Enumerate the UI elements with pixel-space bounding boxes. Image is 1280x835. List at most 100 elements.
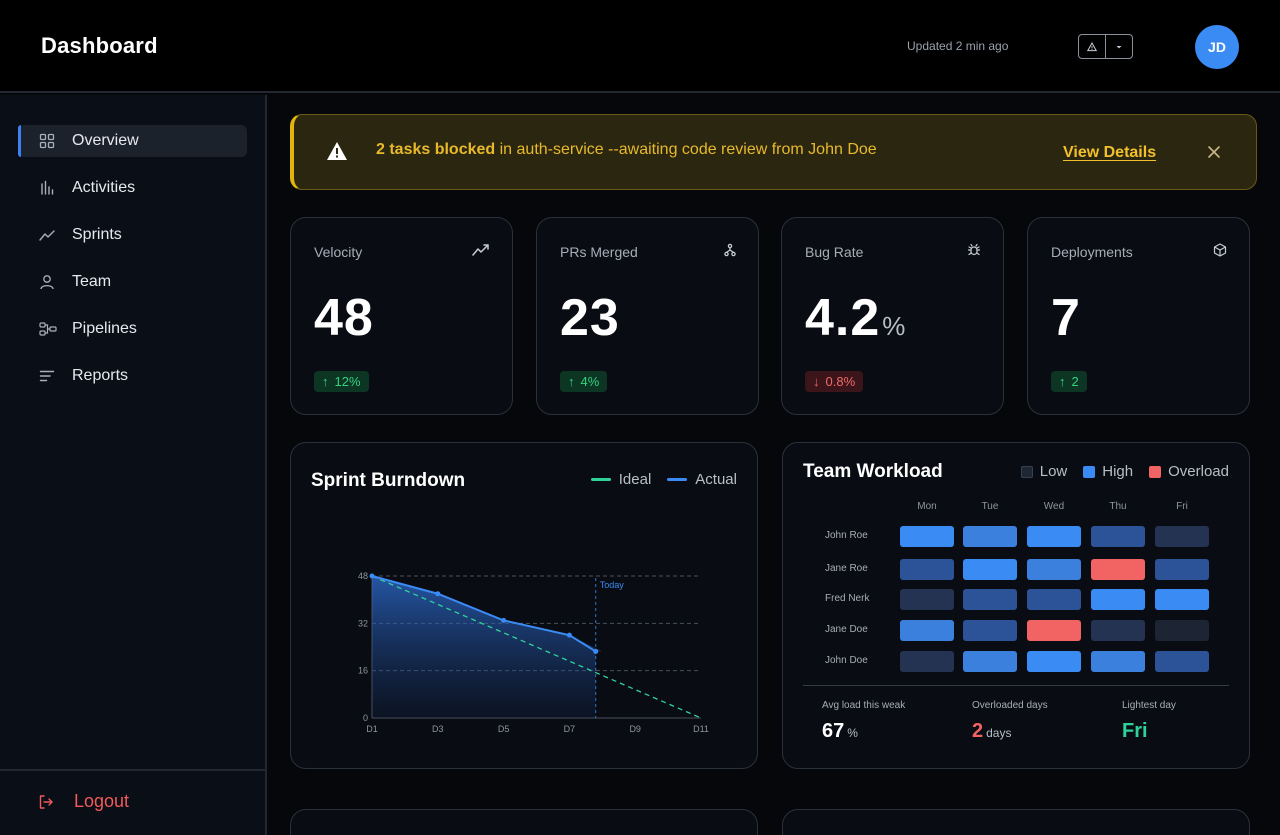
stat-number: 4.2	[805, 289, 881, 347]
legend-swatch	[667, 478, 688, 481]
member-name: John Roe	[825, 530, 868, 541]
workload-cell[interactable]	[1027, 589, 1081, 610]
legend-item-low: Low	[1020, 463, 1068, 480]
day-header: Mon	[917, 501, 937, 512]
member-name: John Doe	[825, 655, 868, 666]
legend-swatch	[590, 478, 611, 481]
stat-unit: %	[882, 311, 907, 341]
sidebar-item-label: Overview	[72, 132, 139, 149]
last-updated-text: Updated 2 min ago	[907, 39, 1009, 53]
workload-cell[interactable]	[963, 526, 1017, 547]
workload-cell[interactable]	[900, 620, 954, 641]
warning-icon[interactable]	[1079, 35, 1105, 58]
workload-title: Team Workload	[803, 461, 943, 482]
view-details-link[interactable]: View Details	[1063, 144, 1157, 161]
workload-cell[interactable]	[1027, 559, 1081, 580]
workload-cell[interactable]	[1091, 559, 1145, 580]
stat-card-velocity: Velocity 48 ↑ 12%	[290, 217, 513, 415]
sidebar-item-sprints[interactable]: Sprints	[18, 219, 247, 251]
bar-chart-icon	[39, 180, 61, 196]
workload-cell[interactable]	[1091, 589, 1145, 610]
stat-number: 48	[314, 289, 374, 347]
workload-cell[interactable]	[1091, 526, 1145, 547]
workload-cell[interactable]	[1091, 620, 1145, 641]
legend-item-actual: Actual	[667, 471, 737, 488]
page-title: Dashboard	[41, 33, 158, 58]
overloaded-days-value: 2 days	[972, 720, 1011, 743]
stat-card-bug-rate: Bug Rate 4.2% ↓ 0.8%	[781, 217, 1004, 415]
alerts-dropdown[interactable]	[1078, 34, 1133, 59]
legend-label: Low	[1039, 463, 1068, 480]
avg-load-value: 67%	[822, 720, 858, 743]
ideal-series-line	[371, 575, 702, 719]
workload-cell[interactable]	[1027, 651, 1081, 672]
stat-card-prs-merged: PRs Merged 23 ↑ 4%	[536, 217, 759, 415]
sidebar-item-label: Sprints	[72, 226, 122, 243]
workload-cell[interactable]	[963, 589, 1017, 610]
top-header: Dashboard Updated 2 min ago JD	[0, 0, 1280, 93]
today-label: Today	[600, 580, 625, 590]
workload-cell[interactable]	[900, 651, 954, 672]
workload-cell[interactable]	[963, 620, 1017, 641]
x-tick-label: D11	[693, 724, 709, 734]
actual-point	[435, 591, 441, 597]
stat-number: 7	[1051, 289, 1081, 347]
sprint-burndown-panel: Sprint Burndown Ideal Actual 0 16 32 48 D1 D3…	[290, 442, 758, 769]
workload-cell[interactable]	[1027, 620, 1081, 641]
workload-cell[interactable]	[1155, 526, 1209, 547]
avg-load-number: 67	[822, 720, 845, 742]
workload-cell[interactable]	[1091, 651, 1145, 672]
legend-label: Ideal	[618, 471, 652, 488]
workload-cell[interactable]	[1155, 651, 1209, 672]
trend-up-icon	[472, 243, 490, 262]
sidebar-item-overview[interactable]: Overview	[18, 125, 247, 157]
sidebar-item-reports[interactable]: Reports	[18, 360, 247, 392]
logout-icon	[38, 794, 54, 810]
workload-cell[interactable]	[1155, 620, 1209, 641]
workload-cell[interactable]	[1155, 559, 1209, 580]
workload-cell[interactable]	[1027, 526, 1081, 547]
legend-swatch	[1083, 465, 1096, 478]
actual-point	[593, 648, 599, 654]
workload-cell[interactable]	[963, 559, 1017, 580]
burndown-chart: 0 16 32 48 D1 D3 D5 D7 D9 D11 Today	[358, 571, 709, 734]
workload-cell[interactable]	[963, 651, 1017, 672]
workload-cell[interactable]	[900, 559, 954, 580]
member-name: Jane Doe	[825, 624, 868, 635]
sidebar-item-team[interactable]: Team	[18, 266, 247, 298]
sidebar-divider	[0, 769, 265, 771]
lightest-day-value: Fri	[1122, 720, 1148, 742]
legend-label: Overload	[1168, 463, 1229, 480]
bottom-panel-right	[782, 809, 1250, 835]
arrow-down-icon: ↓	[813, 374, 820, 389]
blocked-tasks-alert: 2 tasks blocked in auth-service --awaiti…	[290, 114, 1257, 190]
close-icon[interactable]	[1207, 145, 1221, 164]
workload-cell[interactable]	[900, 589, 954, 610]
x-tick-label: D3	[432, 724, 444, 734]
day-header: Tue	[981, 501, 999, 512]
arrow-up-icon: ↑	[322, 374, 329, 389]
chevron-down-icon[interactable]	[1105, 35, 1132, 58]
stat-label: Velocity	[314, 244, 363, 260]
alert-message: 2 tasks blocked in auth-service --awaiti…	[376, 141, 877, 159]
actual-area	[372, 576, 603, 718]
workload-cell[interactable]	[1155, 589, 1209, 610]
sidebar-item-pipelines[interactable]: Pipelines	[18, 313, 247, 345]
legend-item-overload: Overload	[1149, 463, 1229, 480]
arrow-up-icon: ↑	[568, 374, 575, 389]
stat-change-value: 4%	[580, 374, 600, 389]
workload-legend: Low High Overload	[1005, 463, 1229, 480]
y-tick-label: 16	[358, 666, 368, 676]
y-tick-label: 32	[358, 618, 368, 628]
member-name: Jane Roe	[825, 563, 868, 574]
stat-label: Deployments	[1051, 244, 1133, 260]
sidebar-item-activities[interactable]: Activities	[18, 172, 247, 204]
logout-button[interactable]: Logout	[38, 791, 129, 812]
sidebar-item-label: Reports	[72, 367, 129, 384]
avatar[interactable]: JD	[1195, 25, 1239, 69]
stat-label: Bug Rate	[805, 244, 864, 260]
pipeline-icon	[39, 321, 61, 337]
x-tick-label: D5	[498, 724, 510, 734]
workload-cell[interactable]	[900, 526, 954, 547]
overloaded-days-unit: days	[986, 726, 1012, 740]
